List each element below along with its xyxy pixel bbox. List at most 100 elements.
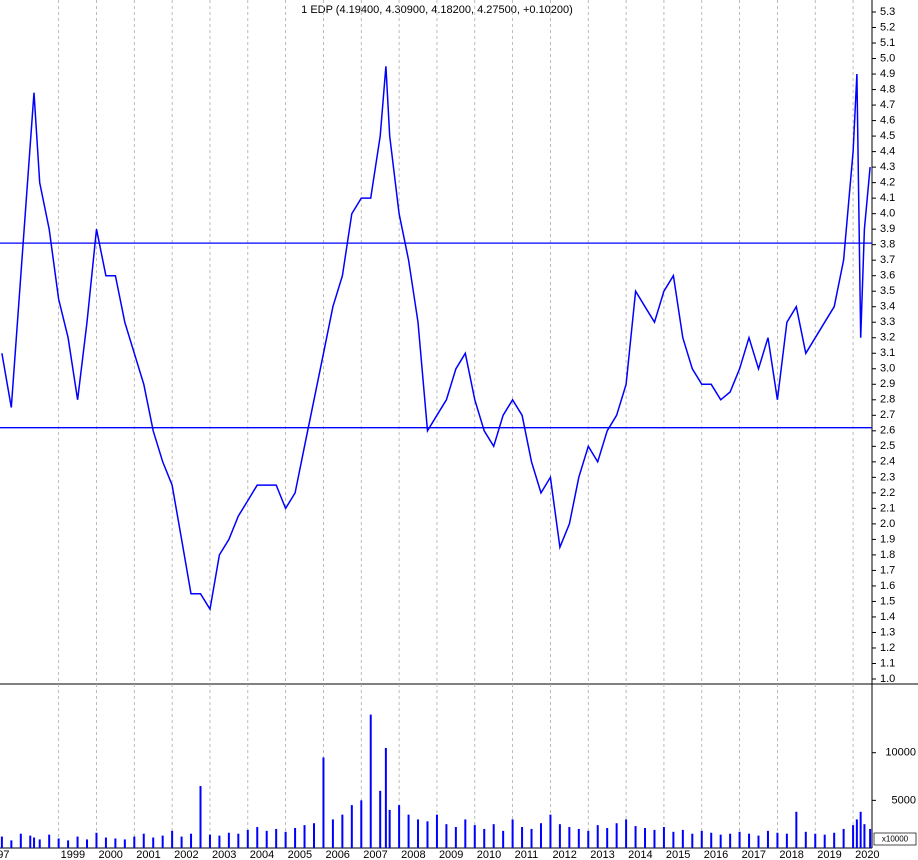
x-tick-label: 2020 xyxy=(855,849,879,860)
volume-bar xyxy=(852,825,855,848)
volume-bar xyxy=(218,835,221,848)
y-tick-label: 3.0 xyxy=(880,363,895,375)
y-tick-label: 1.2 xyxy=(880,642,895,654)
y-tick-label: 4.1 xyxy=(880,192,895,204)
volume-unit-box xyxy=(873,832,917,846)
x-tick-label: 2002 xyxy=(174,849,198,860)
volume-bar xyxy=(123,839,126,848)
volume-bar xyxy=(842,828,845,848)
volume-bar xyxy=(142,833,145,848)
x-tick-label: 2003 xyxy=(212,849,236,860)
volume-bar xyxy=(246,829,249,848)
volume-bar xyxy=(757,835,760,848)
volume-bar xyxy=(653,829,656,848)
volume-bar xyxy=(445,824,448,848)
volume-bar xyxy=(615,823,618,848)
volume-bar xyxy=(859,811,862,848)
volume-bar xyxy=(303,825,306,848)
y-tick-label: 4.0 xyxy=(880,208,895,220)
volume-bar xyxy=(19,833,22,848)
volume-bar xyxy=(341,814,344,848)
y-tick-label: 4.6 xyxy=(880,114,895,126)
volume-bar xyxy=(265,830,268,848)
y-tick-label: 4.4 xyxy=(880,146,895,158)
x-tick-label: 2016 xyxy=(704,849,728,860)
volume-bar xyxy=(814,833,817,848)
volume-bar xyxy=(568,827,571,848)
y-tick-label: 3.9 xyxy=(880,223,895,235)
volume-bar xyxy=(644,827,647,848)
volume-bar xyxy=(672,831,675,848)
volume-bar xyxy=(729,833,732,848)
price-line xyxy=(1,66,871,612)
x-tick-label: 2013 xyxy=(590,849,614,860)
x-tick-label: 2017 xyxy=(742,849,766,860)
volume-bar xyxy=(634,826,637,848)
volume-bar xyxy=(275,828,278,848)
volume-bar xyxy=(284,831,287,848)
volume-bar xyxy=(379,790,382,848)
volume-bar xyxy=(700,830,703,848)
x-tick-label: 2011 xyxy=(515,849,539,860)
volume-bar xyxy=(492,824,495,848)
volume-bar xyxy=(748,833,751,848)
volume-bar xyxy=(398,805,401,848)
y-tick-label: 4.2 xyxy=(880,177,895,189)
y-tick-label: 3.7 xyxy=(880,254,895,266)
x-tick-label: 2007 xyxy=(363,849,387,860)
y-tick-label: 1.7 xyxy=(880,564,895,576)
y-tick-label: 4.9 xyxy=(880,68,895,80)
volume-bar xyxy=(577,828,580,848)
y-tick-label: 3.8 xyxy=(880,239,895,251)
y-tick-label: 2.9 xyxy=(880,378,895,390)
volume-bar xyxy=(350,805,353,848)
y-tick-label: 3.5 xyxy=(880,285,895,297)
volume-bar xyxy=(869,828,872,848)
volume-bar xyxy=(190,833,193,848)
y-tick-label: 5.3 xyxy=(880,6,895,18)
y-tick-label: 3.2 xyxy=(880,332,895,344)
volume-bar xyxy=(662,827,665,848)
x-tick-label: 2005 xyxy=(288,849,312,860)
y-tick-label: 5.2 xyxy=(880,21,895,33)
y-tick-label: 3.3 xyxy=(880,316,895,328)
x-tick-label: 2008 xyxy=(401,849,425,860)
volume-bar xyxy=(833,832,836,848)
volume-bar xyxy=(180,836,183,848)
volume-bar xyxy=(29,835,32,848)
volume-bar xyxy=(710,832,713,848)
y-tick-label: 4.5 xyxy=(880,130,895,142)
y-tick-label: 2.2 xyxy=(880,487,895,499)
y-tick-label: 1.1 xyxy=(880,657,895,669)
volume-bar xyxy=(804,831,807,848)
volume-bar xyxy=(331,819,334,848)
volume-bar xyxy=(785,833,788,848)
x-tick-label: 1999 xyxy=(61,849,85,860)
volume-bar xyxy=(199,786,202,848)
volume-bar xyxy=(104,837,107,848)
volume-bar xyxy=(114,838,117,848)
y-tick-label: 1.0 xyxy=(880,673,895,685)
y-tick-label: 2.7 xyxy=(880,409,895,421)
volume-bar xyxy=(823,834,826,848)
volume-bar xyxy=(766,830,769,848)
volume-bar xyxy=(227,832,230,848)
x-tick-label: 2014 xyxy=(628,849,652,860)
x-tick-label: 2009 xyxy=(439,849,463,860)
x-tick-label: 2000 xyxy=(98,849,122,860)
y-tick-label: 5.1 xyxy=(880,37,895,49)
y-tick-label: 1.9 xyxy=(880,533,895,545)
x-tick-label: 2012 xyxy=(552,849,576,860)
y-tick-label: 3.6 xyxy=(880,270,895,282)
volume-bar xyxy=(407,814,410,848)
volume-bar xyxy=(681,829,684,848)
volume-bar xyxy=(454,827,457,848)
volume-bar xyxy=(67,840,70,848)
volume-bar xyxy=(863,824,866,848)
y-tick-label: 1.5 xyxy=(880,595,895,607)
y-tick-label: 1.3 xyxy=(880,626,895,638)
volume-bar xyxy=(0,836,3,848)
volume-bar xyxy=(208,834,211,848)
